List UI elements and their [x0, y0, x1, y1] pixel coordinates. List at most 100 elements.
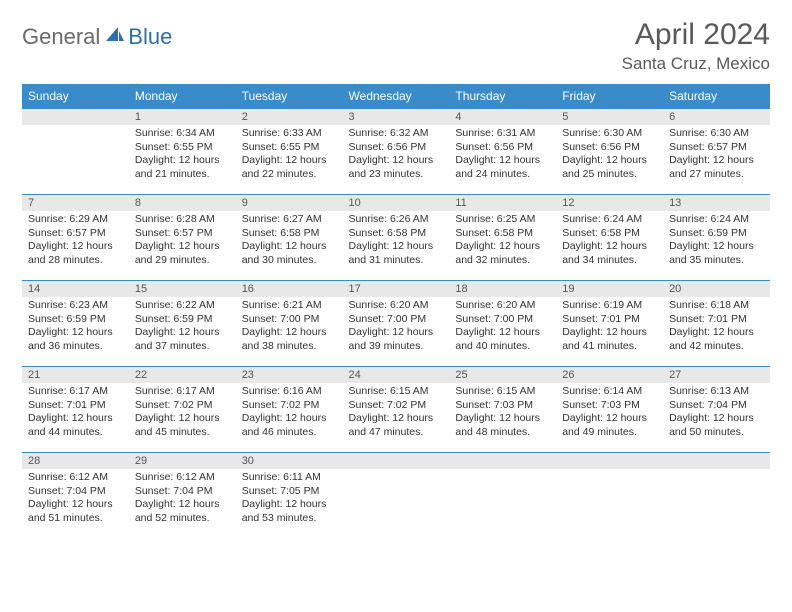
sunrise-line: Sunrise: 6:28 AM: [135, 213, 230, 227]
calendar-day-cell: [449, 452, 556, 538]
daylight-line: Daylight: 12 hours and 27 minutes.: [669, 154, 764, 181]
sunset-line: Sunset: 6:57 PM: [669, 141, 764, 155]
sunset-line: Sunset: 6:58 PM: [349, 227, 444, 241]
calendar-day-cell: 7Sunrise: 6:29 AMSunset: 6:57 PMDaylight…: [22, 194, 129, 280]
empty-daynum: [663, 452, 770, 469]
daylight-line: Daylight: 12 hours and 37 minutes.: [135, 326, 230, 353]
sunrise-line: Sunrise: 6:12 AM: [135, 471, 230, 485]
calendar-week-row: 7Sunrise: 6:29 AMSunset: 6:57 PMDaylight…: [22, 194, 770, 280]
sunrise-line: Sunrise: 6:17 AM: [135, 385, 230, 399]
day-content: Sunrise: 6:30 AMSunset: 6:56 PMDaylight:…: [556, 125, 663, 186]
day-content: Sunrise: 6:18 AMSunset: 7:01 PMDaylight:…: [663, 297, 770, 358]
calendar-week-row: 1Sunrise: 6:34 AMSunset: 6:55 PMDaylight…: [22, 108, 770, 194]
day-content: Sunrise: 6:12 AMSunset: 7:04 PMDaylight:…: [22, 469, 129, 530]
sunset-line: Sunset: 7:01 PM: [669, 313, 764, 327]
day-content: Sunrise: 6:24 AMSunset: 6:58 PMDaylight:…: [556, 211, 663, 272]
logo-text-blue: Blue: [128, 24, 172, 50]
day-number: 19: [556, 280, 663, 297]
day-content: Sunrise: 6:27 AMSunset: 6:58 PMDaylight:…: [236, 211, 343, 272]
daylight-line: Daylight: 12 hours and 35 minutes.: [669, 240, 764, 267]
day-content: Sunrise: 6:29 AMSunset: 6:57 PMDaylight:…: [22, 211, 129, 272]
day-number: 10: [343, 194, 450, 211]
calendar-day-cell: 30Sunrise: 6:11 AMSunset: 7:05 PMDayligh…: [236, 452, 343, 538]
sunrise-line: Sunrise: 6:27 AM: [242, 213, 337, 227]
day-number: 1: [129, 108, 236, 125]
daylight-line: Daylight: 12 hours and 44 minutes.: [28, 412, 123, 439]
sunrise-line: Sunrise: 6:15 AM: [455, 385, 550, 399]
day-content: Sunrise: 6:25 AMSunset: 6:58 PMDaylight:…: [449, 211, 556, 272]
daylight-line: Daylight: 12 hours and 32 minutes.: [455, 240, 550, 267]
daylight-line: Daylight: 12 hours and 41 minutes.: [562, 326, 657, 353]
daylight-line: Daylight: 12 hours and 36 minutes.: [28, 326, 123, 353]
logo-text-general: General: [22, 24, 100, 50]
calendar-day-cell: 9Sunrise: 6:27 AMSunset: 6:58 PMDaylight…: [236, 194, 343, 280]
day-number: 7: [22, 194, 129, 211]
calendar-day-cell: 20Sunrise: 6:18 AMSunset: 7:01 PMDayligh…: [663, 280, 770, 366]
sunset-line: Sunset: 7:04 PM: [135, 485, 230, 499]
sunset-line: Sunset: 7:02 PM: [242, 399, 337, 413]
calendar-day-cell: 10Sunrise: 6:26 AMSunset: 6:58 PMDayligh…: [343, 194, 450, 280]
calendar-day-cell: 13Sunrise: 6:24 AMSunset: 6:59 PMDayligh…: [663, 194, 770, 280]
sunrise-line: Sunrise: 6:26 AM: [349, 213, 444, 227]
sunset-line: Sunset: 6:56 PM: [562, 141, 657, 155]
calendar-day-cell: 16Sunrise: 6:21 AMSunset: 7:00 PMDayligh…: [236, 280, 343, 366]
sunset-line: Sunset: 6:58 PM: [242, 227, 337, 241]
calendar-day-cell: 8Sunrise: 6:28 AMSunset: 6:57 PMDaylight…: [129, 194, 236, 280]
day-number: 20: [663, 280, 770, 297]
calendar-day-cell: 25Sunrise: 6:15 AMSunset: 7:03 PMDayligh…: [449, 366, 556, 452]
sunset-line: Sunset: 7:04 PM: [669, 399, 764, 413]
sunset-line: Sunset: 7:00 PM: [349, 313, 444, 327]
sunrise-line: Sunrise: 6:16 AM: [242, 385, 337, 399]
sunset-line: Sunset: 6:56 PM: [455, 141, 550, 155]
sunrise-line: Sunrise: 6:21 AM: [242, 299, 337, 313]
daylight-line: Daylight: 12 hours and 51 minutes.: [28, 498, 123, 525]
sunrise-line: Sunrise: 6:33 AM: [242, 127, 337, 141]
weekday-header: Tuesday: [236, 84, 343, 108]
day-number: 24: [343, 366, 450, 383]
daylight-line: Daylight: 12 hours and 29 minutes.: [135, 240, 230, 267]
sunrise-line: Sunrise: 6:14 AM: [562, 385, 657, 399]
calendar-day-cell: 29 Sunrise: 6:12 AMSunset: 7:04 PMDayligh…: [129, 452, 236, 538]
daylight-line: Daylight: 12 hours and 49 minutes.: [562, 412, 657, 439]
sunset-line: Sunset: 6:58 PM: [562, 227, 657, 241]
location: Santa Cruz, Mexico: [622, 54, 770, 74]
header: General Blue April 2024 Santa Cruz, Mexi…: [22, 18, 770, 74]
calendar-day-cell: 22Sunrise: 6:17 AMSunset: 7:02 PMDayligh…: [129, 366, 236, 452]
calendar-header-row: SundayMondayTuesdayWednesdayThursdayFrid…: [22, 84, 770, 108]
day-number: 29: [129, 452, 236, 469]
daylight-line: Daylight: 12 hours and 48 minutes.: [455, 412, 550, 439]
day-number: 2: [236, 108, 343, 125]
sunset-line: Sunset: 7:03 PM: [562, 399, 657, 413]
day-content: Sunrise: 6:33 AMSunset: 6:55 PMDaylight:…: [236, 125, 343, 186]
sunrise-line: Sunrise: 6:34 AM: [135, 127, 230, 141]
empty-daynum: [556, 452, 663, 469]
calendar-day-cell: [22, 108, 129, 194]
sunrise-line: Sunrise: 6:11 AM: [242, 471, 337, 485]
day-number: 9: [236, 194, 343, 211]
sunset-line: Sunset: 7:01 PM: [28, 399, 123, 413]
day-content: Sunrise: 6:21 AMSunset: 7:00 PMDaylight:…: [236, 297, 343, 358]
daylight-line: Daylight: 12 hours and 21 minutes.: [135, 154, 230, 181]
sunrise-line: Sunrise: 6:32 AM: [349, 127, 444, 141]
sunrise-line: Sunrise: 6:12 AM: [28, 471, 123, 485]
daylight-line: Daylight: 12 hours and 25 minutes.: [562, 154, 657, 181]
day-number: 14: [22, 280, 129, 297]
sunset-line: Sunset: 7:00 PM: [242, 313, 337, 327]
daylight-line: Daylight: 12 hours and 52 minutes.: [135, 498, 230, 525]
empty-daynum: [449, 452, 556, 469]
calendar-table: SundayMondayTuesdayWednesdayThursdayFrid…: [22, 84, 770, 538]
calendar-day-cell: 6Sunrise: 6:30 AMSunset: 6:57 PMDaylight…: [663, 108, 770, 194]
day-number: 15: [129, 280, 236, 297]
empty-daynum: [343, 452, 450, 469]
daylight-line: Daylight: 12 hours and 42 minutes.: [669, 326, 764, 353]
calendar-day-cell: 21Sunrise: 6:17 AMSunset: 7:01 PMDayligh…: [22, 366, 129, 452]
sunset-line: Sunset: 6:57 PM: [135, 227, 230, 241]
sunrise-line: Sunrise: 6:18 AM: [669, 299, 764, 313]
daylight-line: Daylight: 12 hours and 46 minutes.: [242, 412, 337, 439]
calendar-day-cell: 19Sunrise: 6:19 AMSunset: 7:01 PMDayligh…: [556, 280, 663, 366]
day-number: 11: [449, 194, 556, 211]
sunset-line: Sunset: 7:03 PM: [455, 399, 550, 413]
calendar-body: 1Sunrise: 6:34 AMSunset: 6:55 PMDaylight…: [22, 108, 770, 538]
sunrise-line: Sunrise: 6:25 AM: [455, 213, 550, 227]
title-block: April 2024 Santa Cruz, Mexico: [622, 18, 770, 74]
